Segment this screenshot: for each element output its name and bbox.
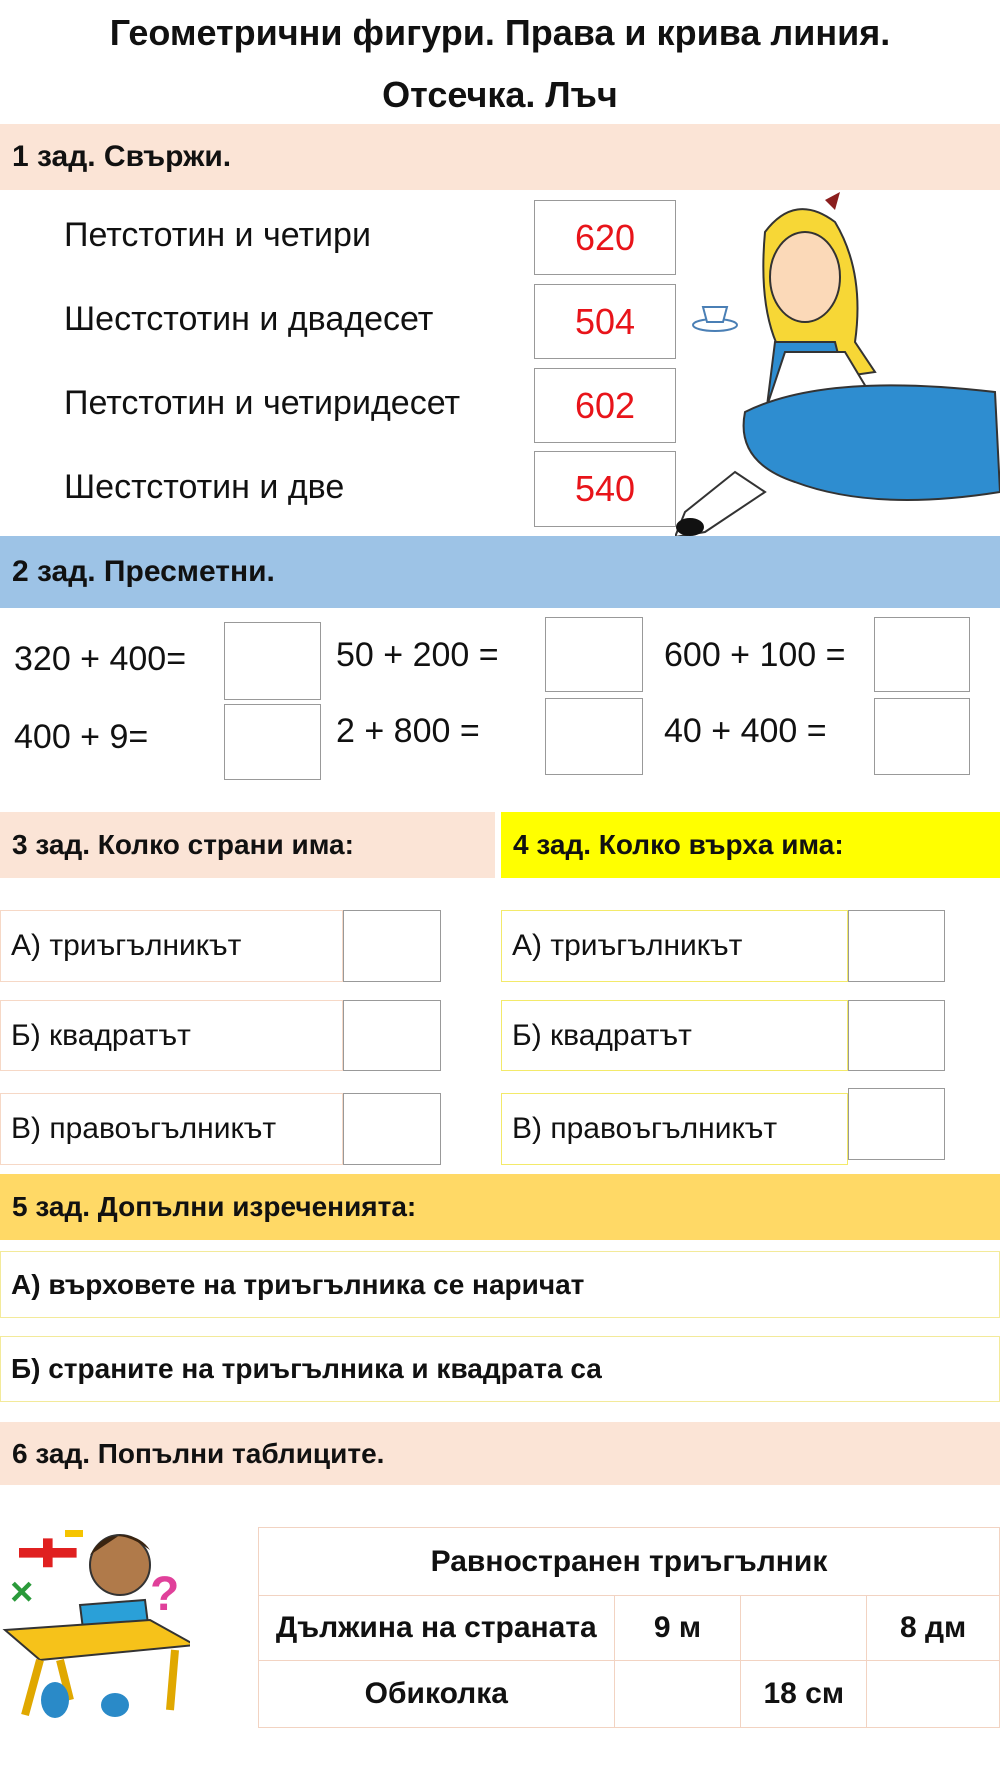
task3-item: Б) квадратът: [0, 1000, 343, 1071]
expression: 50 + 200 =: [336, 636, 499, 674]
number-card[interactable]: 620: [534, 200, 676, 275]
answer-box[interactable]: [874, 698, 970, 775]
table-cell-input[interactable]: [740, 1595, 868, 1661]
answer-box[interactable]: [848, 1000, 945, 1071]
task1-word: Петстотин и четиридесет: [64, 384, 461, 422]
task3-heading: 3 зад. Колко страни има:: [0, 812, 495, 878]
expression: 600 + 100 =: [664, 636, 846, 674]
svg-text:?: ?: [150, 1568, 179, 1621]
task1-word: Шестстотин и двадесет: [64, 300, 434, 338]
answer-box[interactable]: [545, 698, 643, 775]
expression: 320 + 400=: [14, 640, 187, 678]
table-row: Обиколка 18 см: [258, 1660, 1000, 1728]
number-value: 504: [574, 300, 636, 342]
task6-heading: 6 зад. Попълни таблиците.: [0, 1422, 1000, 1485]
task1-word: Петстотин и четири: [64, 216, 371, 254]
task4-item: А) триъгълникът: [501, 910, 848, 982]
task3-item: В) правоъгълникът: [0, 1093, 343, 1165]
task1-word: Шестстотин и две: [64, 468, 345, 506]
alice-illustration: [675, 192, 1000, 539]
number-value: 620: [574, 216, 636, 258]
expression: 40 + 400 =: [664, 712, 827, 750]
task3-item: А) триъгълникът: [0, 910, 343, 982]
perimeter-table: Равностранен триъгълник Дължина на стран…: [258, 1527, 1000, 1728]
answer-box[interactable]: [874, 617, 970, 692]
table-cell: 8 дм: [866, 1595, 1000, 1661]
table-cell: Обиколка: [258, 1660, 615, 1728]
thinking-boy-illustration: × ?: [2, 1530, 190, 1718]
table-cell: 9 м: [613, 1595, 742, 1661]
task1-heading: 1 зад. Свържи.: [0, 124, 1000, 190]
answer-box[interactable]: [343, 1093, 441, 1165]
expression: 400 + 9=: [14, 718, 149, 756]
task4-item: В) правоъгълникът: [501, 1093, 848, 1165]
answer-box[interactable]: [343, 910, 441, 982]
task5-heading: 5 зад. Допълни изреченията:: [0, 1174, 1000, 1240]
answer-box[interactable]: [224, 704, 321, 780]
answer-box[interactable]: [545, 617, 643, 692]
sentence-field[interactable]: Б) страните на триъгълника и квадрата са: [0, 1336, 1000, 1402]
answer-box[interactable]: [343, 1000, 441, 1071]
answer-box[interactable]: [224, 622, 321, 700]
table-row: Дължина на страната 9 м 8 дм: [258, 1595, 1000, 1661]
table-cell-input[interactable]: [613, 1660, 742, 1728]
number-value: 540: [574, 468, 636, 509]
table-title: Равностранен триъгълник: [258, 1527, 1000, 1596]
page-title: Геометрични фигури. Права и крива линия.: [109, 12, 891, 53]
table-cell: Дължина на страната: [258, 1595, 615, 1661]
page-subtitle: Отсечка. Лъч: [382, 74, 618, 115]
number-card[interactable]: 540: [534, 451, 676, 527]
number-card[interactable]: 504: [534, 284, 676, 359]
answer-box[interactable]: [848, 910, 945, 982]
answer-box[interactable]: [848, 1088, 945, 1160]
svg-text:×: ×: [10, 1570, 33, 1614]
task4-item: Б) квадратът: [501, 1000, 848, 1071]
table-cell: 18 см: [740, 1660, 868, 1728]
number-value: 602: [574, 384, 636, 426]
expression: 2 + 800 =: [336, 712, 480, 750]
sentence-field[interactable]: А) върховете на триъгълника се наричат: [0, 1251, 1000, 1318]
task4-heading: 4 зад. Колко върха има:: [501, 812, 1000, 878]
task2-heading: 2 зад. Пресметни.: [0, 536, 1000, 608]
table-cell-input[interactable]: [866, 1660, 1000, 1728]
number-card[interactable]: 602: [534, 368, 676, 443]
